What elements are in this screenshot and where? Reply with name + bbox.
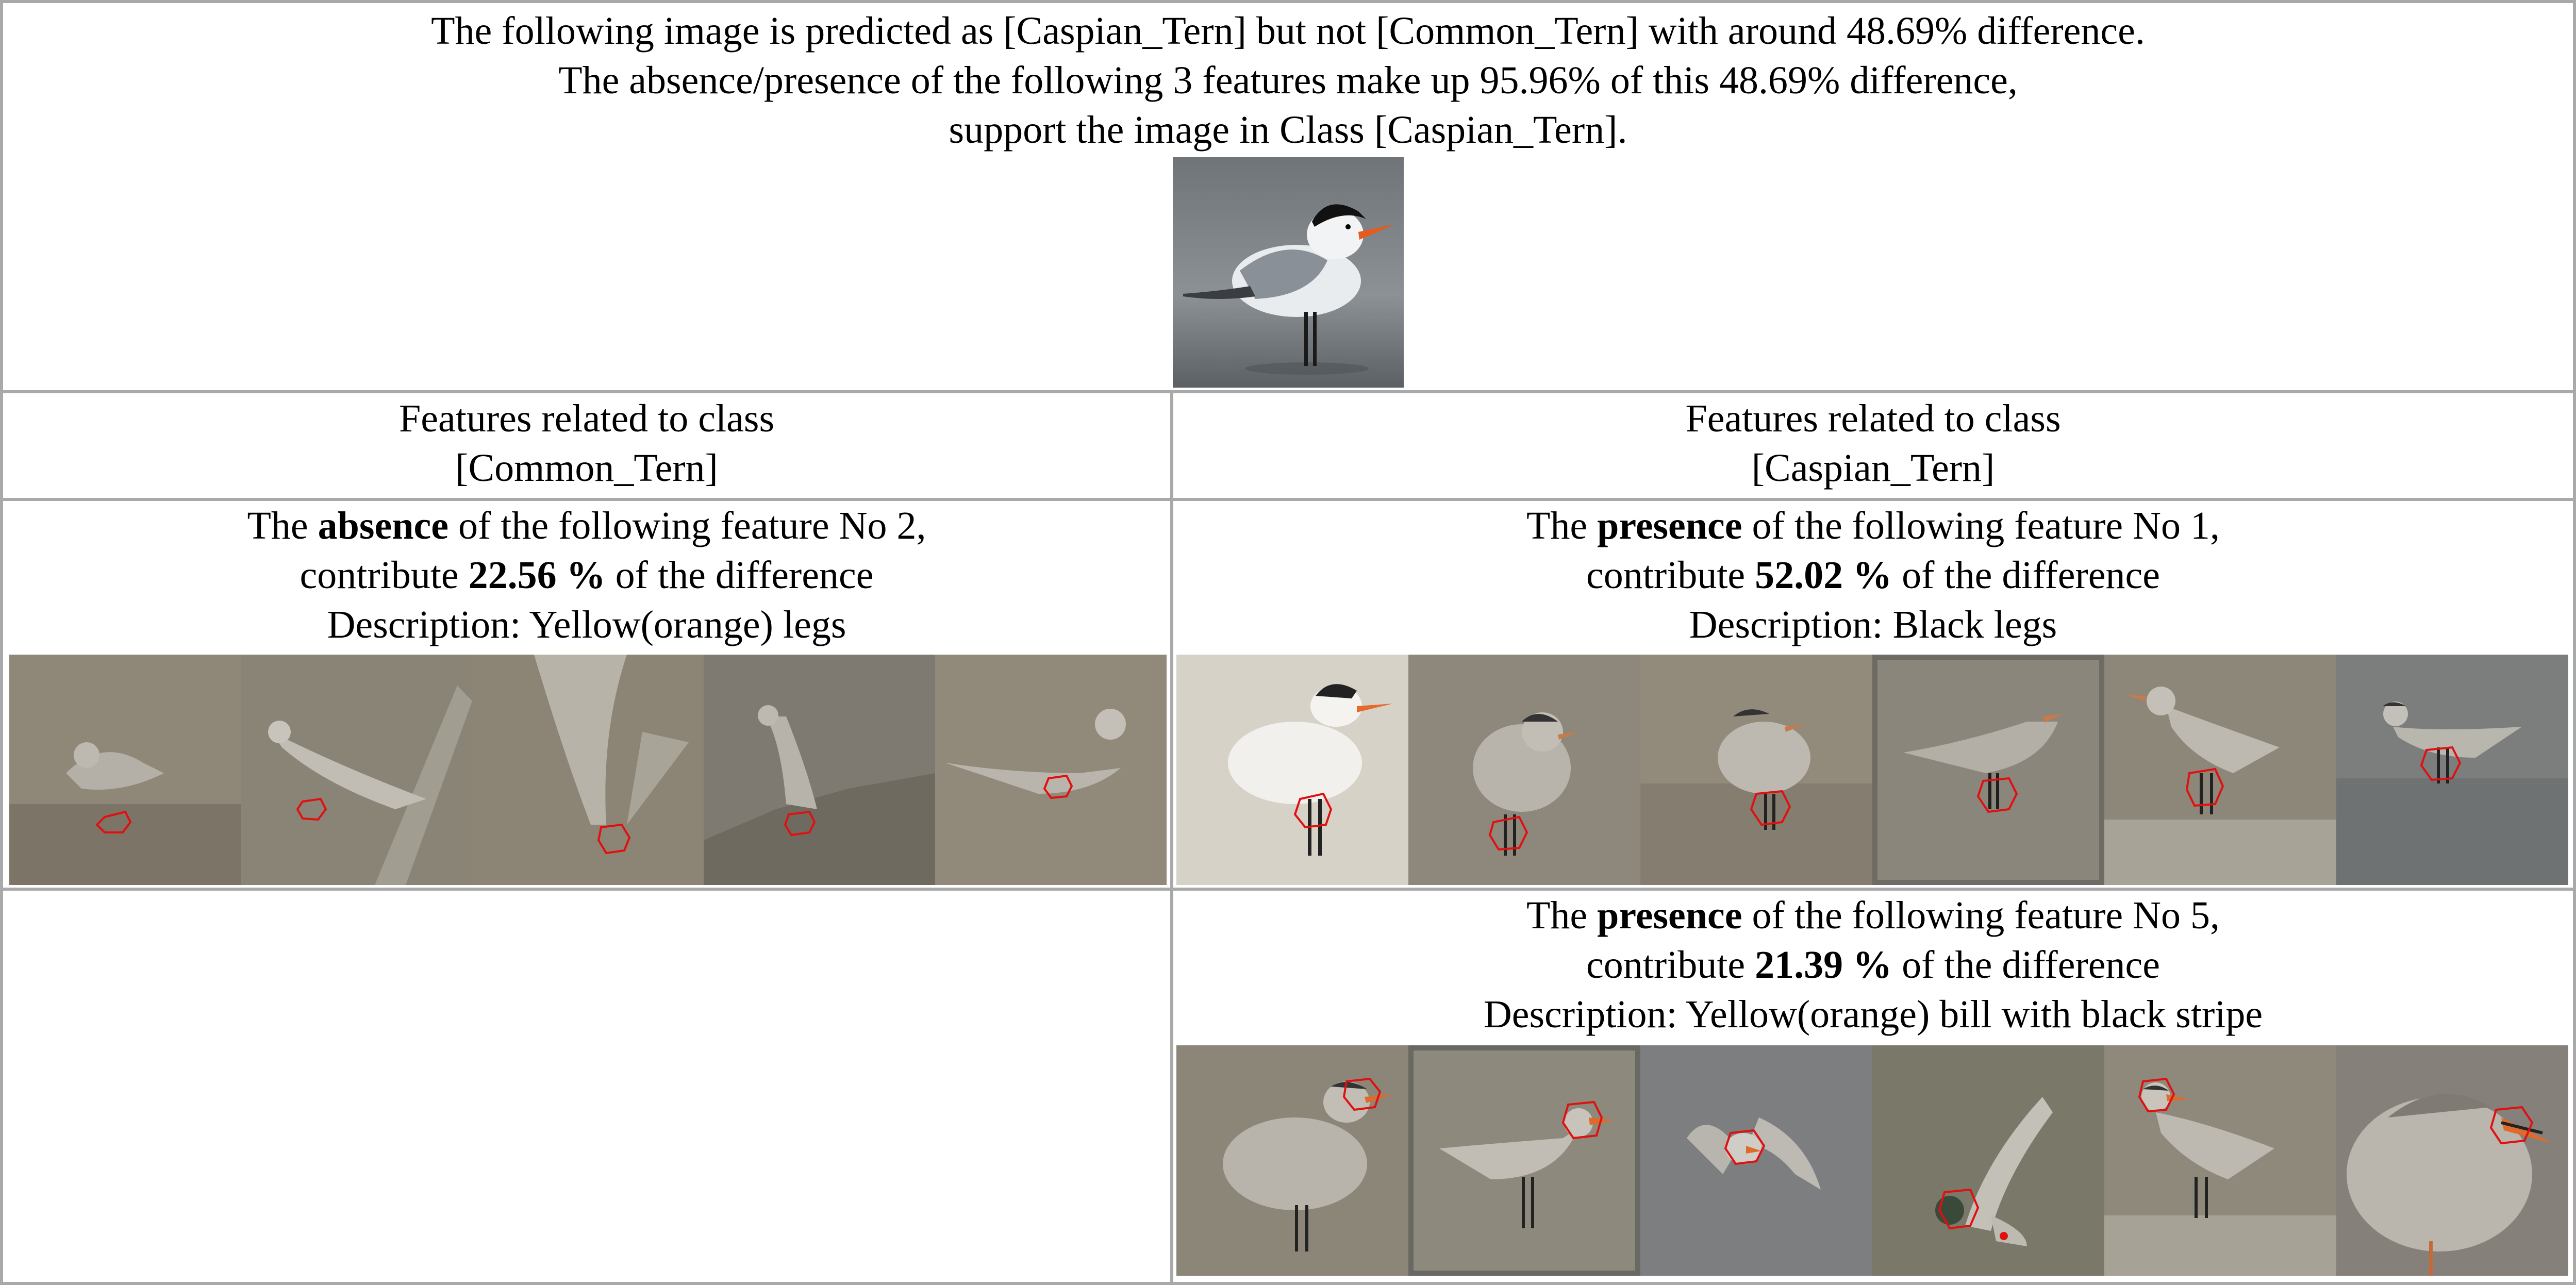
summary-line-1: The following image is predicted as [Cas…: [431, 9, 2145, 53]
feature-2-thumb-4: [704, 655, 935, 885]
feature-2-thumb-1: [9, 655, 241, 885]
feature-5-thumb-3: [1640, 1045, 1872, 1276]
feature-5-percent: 21.39 %: [1755, 943, 1892, 987]
left-heading-line-2: [Common_Tern]: [455, 446, 718, 490]
right-heading-line-1: Features related to class: [1685, 397, 2061, 440]
feature-5-thumb-6: [2336, 1045, 2568, 1276]
right-heading-line-2: [Caspian_Tern]: [1751, 446, 1995, 490]
feature-5-intro: The presence of the following feature No…: [1526, 894, 2220, 937]
feature-2-image-strip: [9, 655, 1167, 885]
feature-1-thumb-2: [1408, 655, 1640, 885]
feature-1-thumb-4: [1872, 655, 2104, 885]
feature-1-contribution: contribute 52.02 % of the difference: [1586, 554, 2160, 597]
row-divider-2: [0, 498, 2576, 501]
feature-1-keyword: presence: [1597, 504, 1742, 547]
feature-1-image-strip: [1176, 655, 2568, 885]
left-heading-line-1: Features related to class: [398, 397, 775, 440]
feature-5-thumb-5: [2104, 1045, 2336, 1276]
feature-2-thumb-5: [935, 655, 1167, 885]
summary-line-2: The absence/presence of the following 3 …: [558, 59, 2018, 102]
feature-2-percent: 22.56 %: [468, 554, 606, 597]
feature-2-thumb-3: [472, 655, 704, 885]
feature-2-description: Description: Yellow(orange) legs: [327, 603, 846, 646]
feature-1-thumb-6: [2336, 655, 2568, 885]
feature-5-contribution: contribute 21.39 % of the difference: [1586, 943, 2160, 987]
feature-5-image-strip: [1176, 1045, 2568, 1276]
column-divider: [1170, 390, 1173, 1285]
row-divider-1: [0, 390, 2576, 393]
feature-1-intro: The presence of the following feature No…: [1526, 504, 2220, 547]
feature-2-intro: The absence of the following feature No …: [247, 504, 926, 547]
feature-2-contribution: contribute 22.56 % of the difference: [300, 554, 874, 597]
feature-1-thumb-1: [1176, 655, 1408, 885]
feature-5-thumb-1: [1176, 1045, 1408, 1276]
feature-2-keyword: absence: [318, 504, 448, 547]
feature-1-thumb-5: [2104, 655, 2336, 885]
feature-1-percent: 52.02 %: [1755, 554, 1892, 597]
feature-2-thumb-2: [241, 655, 472, 885]
row-divider-3: [0, 888, 2576, 891]
feature-5-description: Description: Yellow(orange) bill with bl…: [1483, 993, 2263, 1036]
summary-line-3: support the image in Class [Caspian_Tern…: [949, 108, 1627, 152]
feature-5-thumb-4: [1872, 1045, 2104, 1276]
feature-5-keyword: presence: [1597, 894, 1742, 937]
feature-1-thumb-3: [1640, 655, 1872, 885]
query-bird-image: [1173, 157, 1404, 388]
feature-5-thumb-2: [1408, 1045, 1640, 1276]
feature-1-description: Description: Black legs: [1689, 603, 2057, 646]
